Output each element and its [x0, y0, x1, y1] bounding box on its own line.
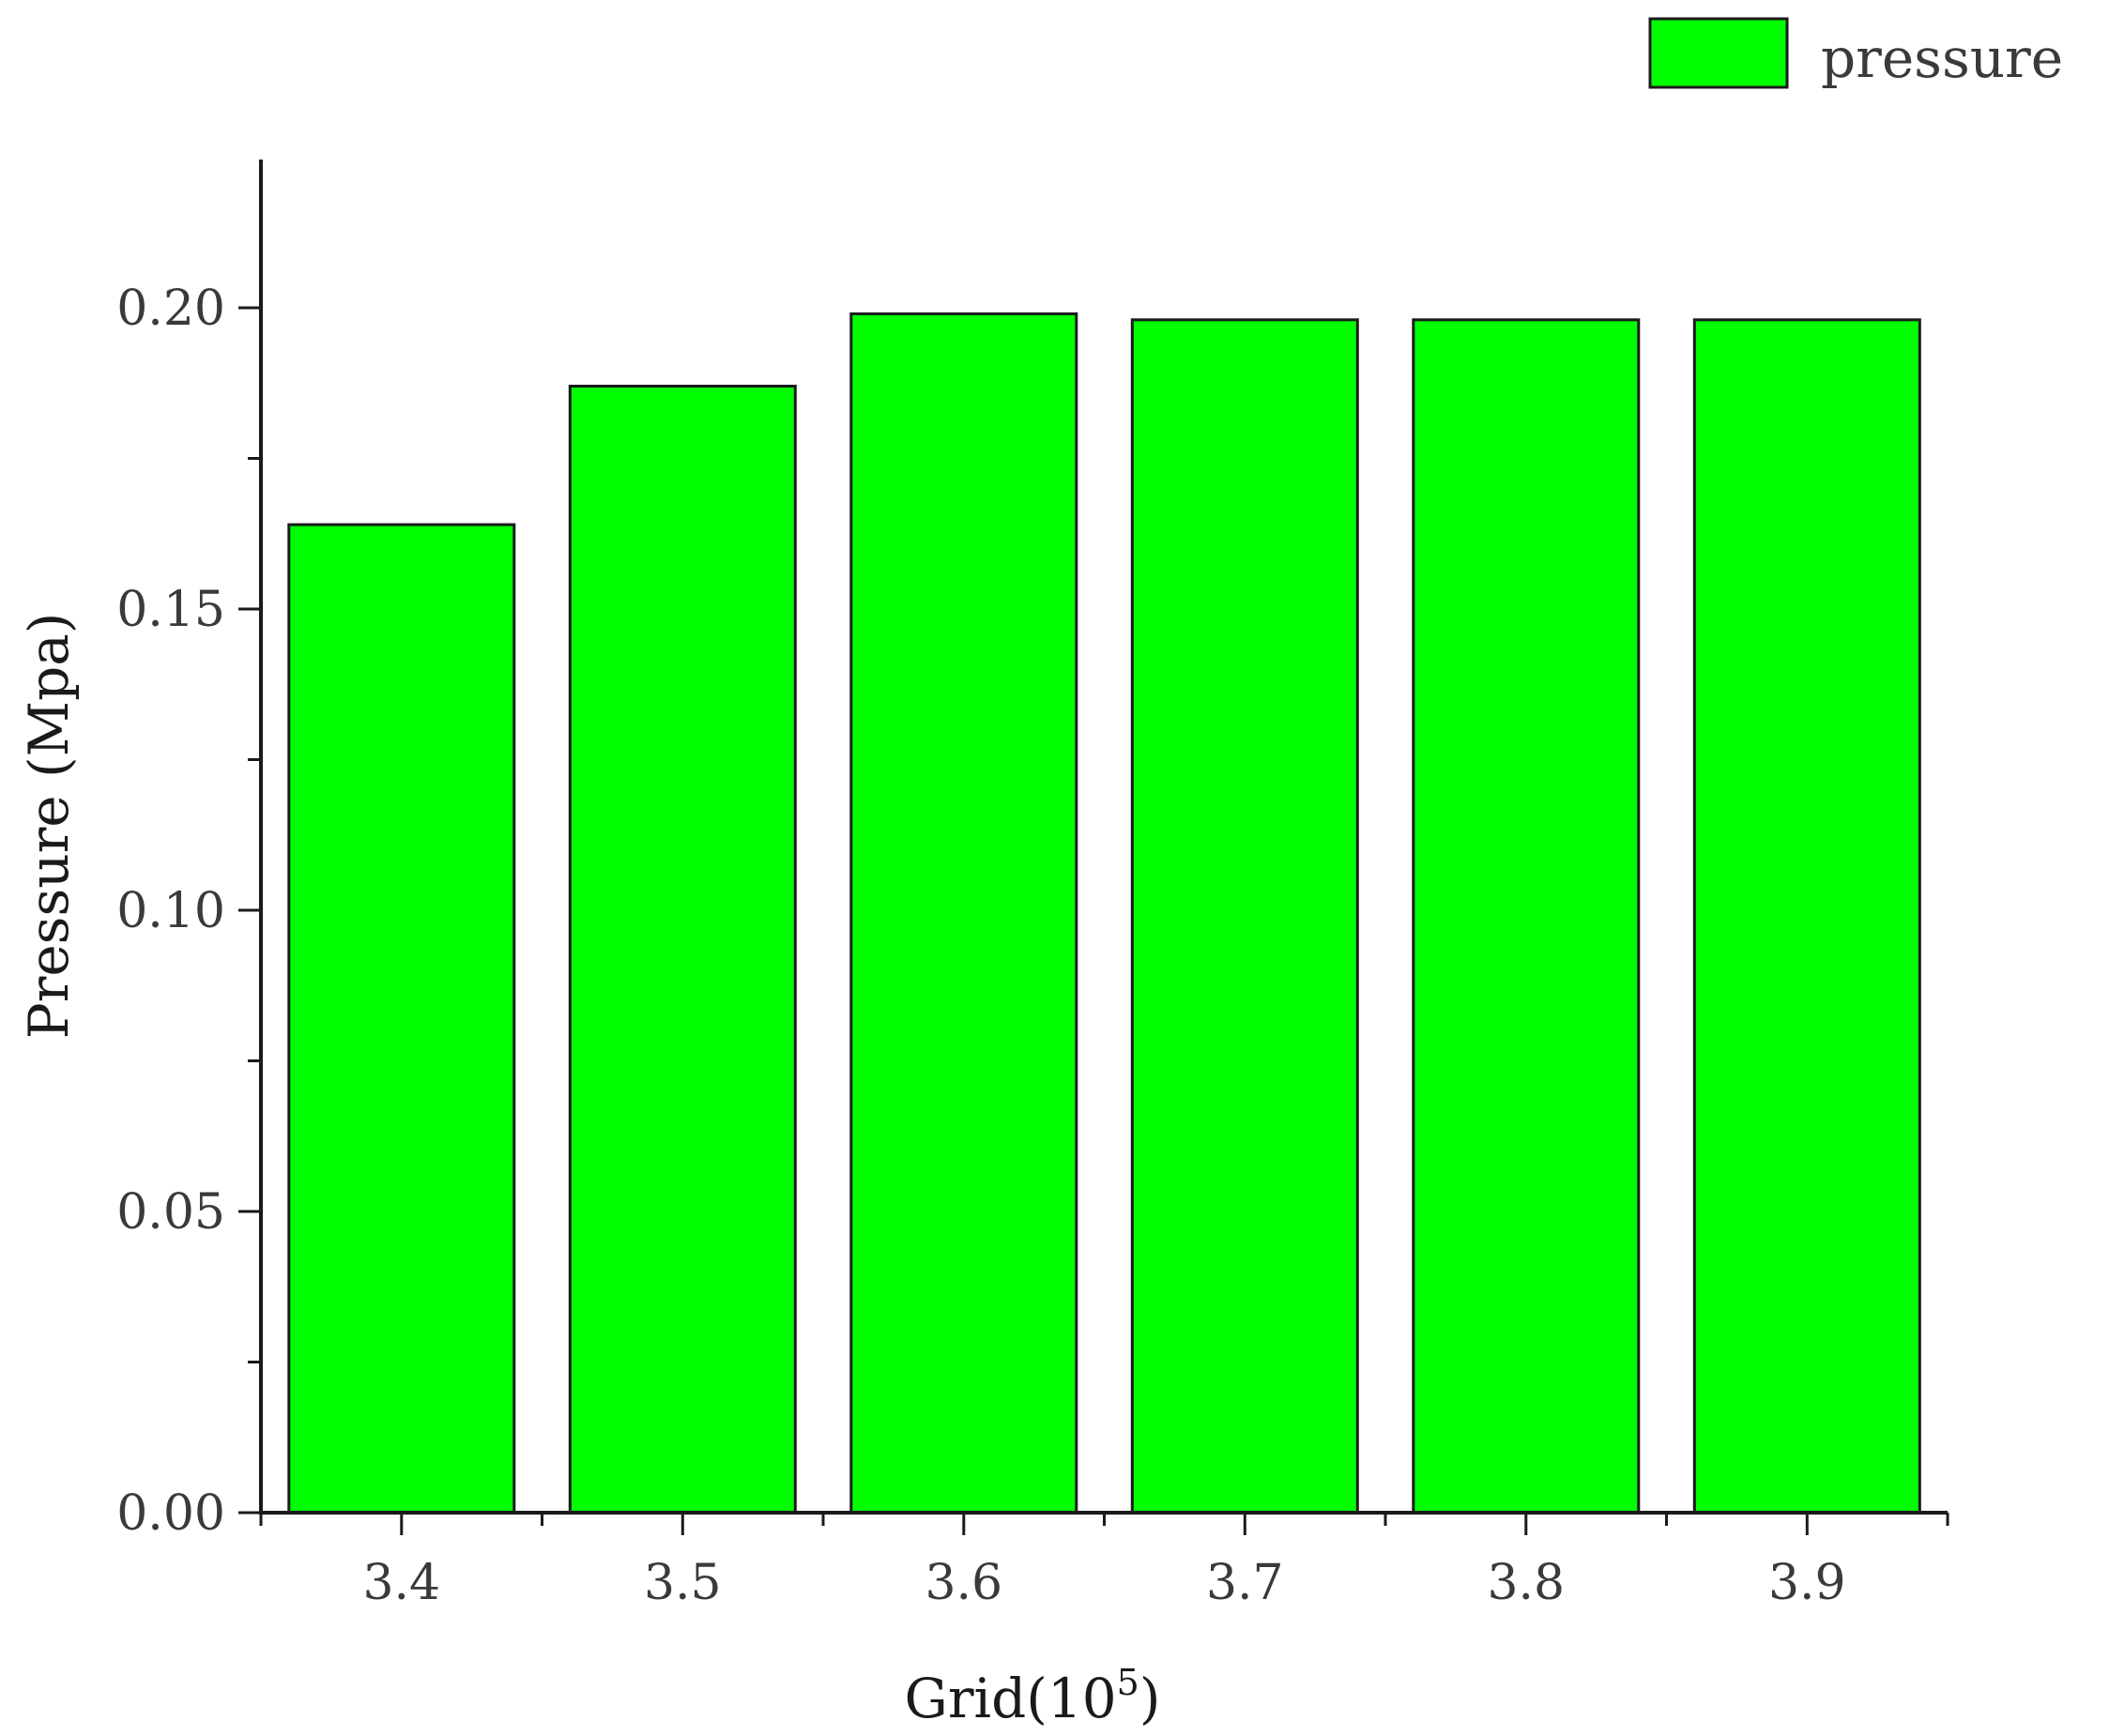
y-ticks-group: 0.00 0.05 0.10 0.15 0.20 — [116, 281, 261, 1542]
bar-3.4 — [289, 525, 514, 1513]
x-tick-label-3.5: 3.5 — [644, 1555, 722, 1611]
bar-3.5 — [570, 387, 795, 1514]
x-tick-label-3.9: 3.9 — [1768, 1555, 1846, 1611]
y-axis-title: Pressure (Mpa) — [17, 613, 81, 1040]
bar-3.6 — [851, 313, 1077, 1513]
legend-swatch-pressure — [1650, 19, 1787, 87]
x-axis-title-suffix: ) — [1139, 1667, 1161, 1730]
x-tick-label-3.6: 3.6 — [925, 1555, 1002, 1611]
bar-3.8 — [1414, 320, 1639, 1513]
y-tick-label: 0.00 — [116, 1485, 225, 1542]
legend-label-pressure: pressure — [1821, 26, 2063, 90]
x-tick-label-3.7: 3.7 — [1206, 1555, 1284, 1611]
y-tick-label: 0.20 — [116, 281, 225, 337]
x-ticks-group: 3.4 3.5 3.6 3.7 3.8 3.9 — [261, 1513, 1948, 1611]
x-axis-title: Grid(105) — [905, 1662, 1161, 1730]
x-axis-title-main: Grid(10 — [905, 1667, 1117, 1730]
y-tick-label: 0.15 — [116, 582, 225, 638]
x-tick-label-3.4: 3.4 — [362, 1555, 440, 1611]
bar-3.7 — [1132, 320, 1357, 1513]
y-tick-label: 0.10 — [116, 883, 225, 939]
bar-3.9 — [1694, 320, 1919, 1513]
legend: pressure — [1650, 19, 2063, 90]
y-tick-label: 0.05 — [116, 1184, 225, 1241]
bars-group — [289, 313, 1920, 1513]
x-tick-label-3.8: 3.8 — [1487, 1555, 1565, 1611]
x-axis-title-superscript: 5 — [1117, 1662, 1139, 1703]
